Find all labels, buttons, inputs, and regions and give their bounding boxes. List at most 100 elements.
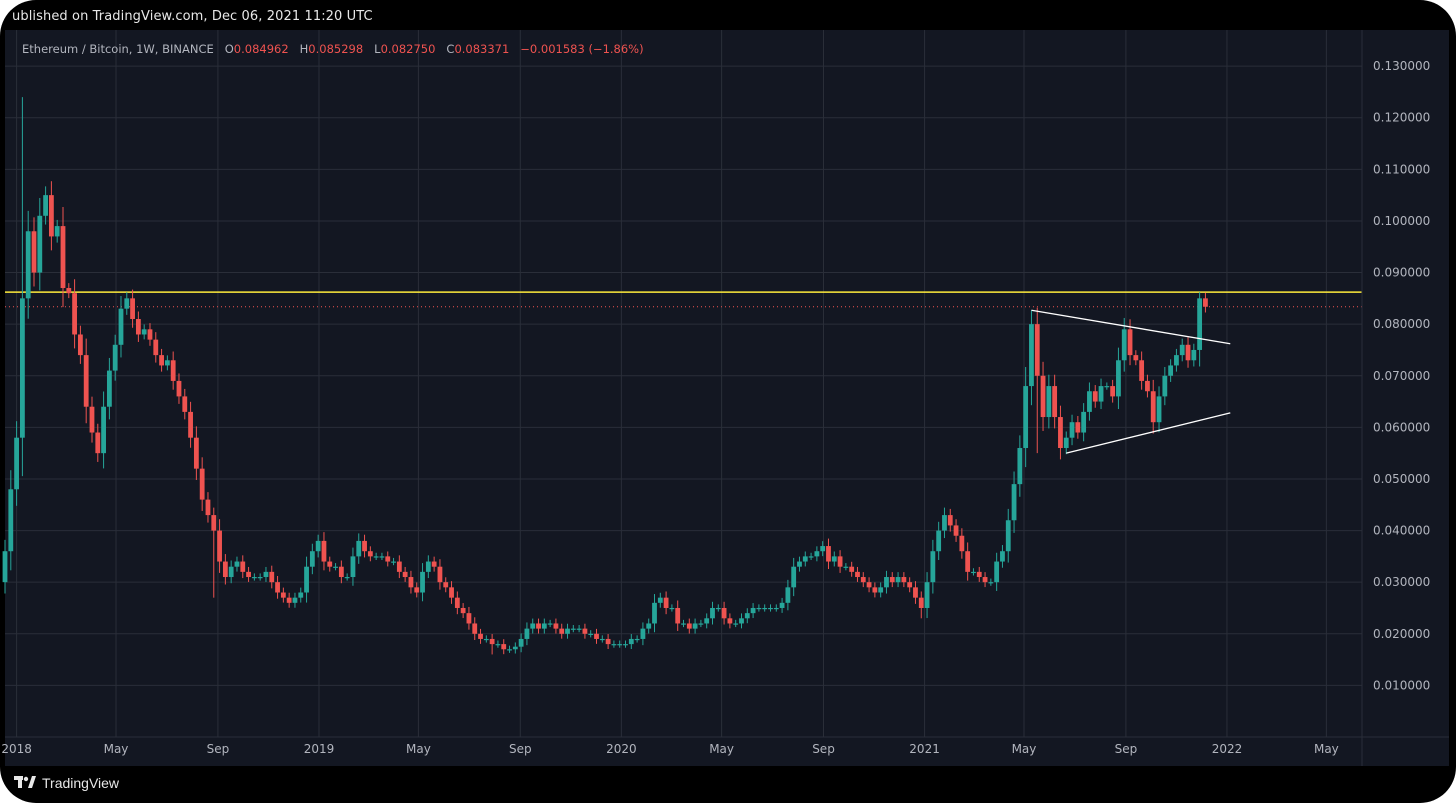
candle[interactable]: [698, 623, 704, 625]
candle[interactable]: [147, 329, 153, 340]
candle[interactable]: [715, 607, 721, 610]
candle[interactable]: [686, 623, 692, 629]
candle[interactable]: [286, 597, 292, 603]
candle[interactable]: [843, 566, 849, 568]
candle[interactable]: [1023, 386, 1029, 449]
candle[interactable]: [895, 577, 901, 583]
candle[interactable]: [727, 618, 733, 624]
candle[interactable]: [1121, 329, 1127, 361]
candle[interactable]: [211, 515, 217, 531]
candle[interactable]: [872, 587, 878, 593]
candle[interactable]: [275, 582, 280, 593]
candle[interactable]: [48, 195, 54, 237]
candle[interactable]: [298, 592, 304, 598]
candle[interactable]: [188, 411, 193, 438]
lower-trendline[interactable]: [1066, 412, 1231, 454]
candle[interactable]: [130, 298, 135, 319]
candle[interactable]: [124, 298, 130, 309]
candle[interactable]: [570, 628, 576, 630]
candle[interactable]: [541, 623, 547, 629]
candle[interactable]: [657, 597, 663, 603]
candle[interactable]: [1000, 551, 1005, 562]
candle[interactable]: [315, 540, 321, 552]
candle[interactable]: [733, 623, 739, 625]
candle[interactable]: [379, 556, 385, 558]
candle[interactable]: [234, 561, 240, 567]
tradingview-brand[interactable]: TradingView: [14, 775, 119, 791]
candle[interactable]: [454, 597, 460, 608]
candle[interactable]: [576, 628, 582, 630]
candle[interactable]: [89, 406, 95, 433]
candle[interactable]: [1197, 298, 1203, 350]
candle[interactable]: [1005, 520, 1011, 552]
candle[interactable]: [101, 406, 106, 454]
candle[interactable]: [321, 540, 327, 562]
candle[interactable]: [605, 638, 611, 645]
candle[interactable]: [646, 623, 652, 629]
candle[interactable]: [959, 535, 965, 552]
candle[interactable]: [408, 577, 414, 588]
candle[interactable]: [356, 540, 362, 557]
candle[interactable]: [193, 437, 199, 469]
candle[interactable]: [1052, 386, 1058, 418]
candle[interactable]: [309, 551, 315, 567]
candle[interactable]: [930, 551, 936, 583]
candle[interactable]: [43, 195, 48, 216]
candle[interactable]: [280, 592, 286, 598]
candle[interactable]: [77, 334, 83, 356]
candle[interactable]: [512, 646, 518, 650]
candle[interactable]: [710, 607, 715, 619]
candle[interactable]: [1162, 375, 1168, 397]
candle[interactable]: [1156, 396, 1162, 423]
candle[interactable]: [1058, 417, 1063, 449]
candle[interactable]: [884, 577, 889, 588]
candle[interactable]: [814, 551, 820, 557]
candle[interactable]: [547, 623, 553, 625]
candle[interactable]: [1104, 386, 1110, 388]
candle[interactable]: [507, 649, 512, 651]
candle[interactable]: [141, 329, 147, 335]
candle[interactable]: [182, 396, 188, 412]
candle[interactable]: [936, 530, 942, 552]
candle[interactable]: [681, 623, 686, 625]
candle[interactable]: [768, 607, 773, 610]
candle[interactable]: [472, 623, 478, 634]
candle[interactable]: [391, 561, 396, 563]
candle[interactable]: [913, 587, 918, 598]
candle[interactable]: [344, 577, 350, 579]
candle[interactable]: [1179, 344, 1185, 356]
candle[interactable]: [530, 623, 536, 629]
candle[interactable]: [263, 571, 269, 578]
candle[interactable]: [1075, 422, 1081, 433]
upper-trendline[interactable]: [1031, 309, 1231, 345]
candle[interactable]: [362, 540, 367, 552]
candle[interactable]: [565, 628, 570, 634]
candle[interactable]: [1185, 344, 1191, 361]
candle[interactable]: [1139, 360, 1145, 381]
candle[interactable]: [350, 556, 356, 578]
candle[interactable]: [918, 597, 924, 608]
candle[interactable]: [385, 556, 391, 562]
candle[interactable]: [692, 623, 698, 629]
candle[interactable]: [971, 571, 976, 574]
candle[interactable]: [588, 633, 594, 635]
candle[interactable]: [704, 618, 710, 624]
candle[interactable]: [866, 582, 872, 588]
candle[interactable]: [1127, 329, 1133, 356]
candle[interactable]: [466, 613, 472, 624]
candle[interactable]: [802, 556, 808, 562]
candle[interactable]: [982, 577, 988, 583]
candle[interactable]: [31, 231, 37, 273]
candle[interactable]: [889, 577, 895, 583]
candle[interactable]: [431, 561, 437, 567]
candle[interactable]: [1150, 391, 1156, 423]
candle[interactable]: [675, 607, 681, 624]
candle[interactable]: [420, 571, 425, 593]
candle[interactable]: [402, 571, 408, 578]
candle[interactable]: [443, 582, 449, 588]
candle[interactable]: [762, 607, 768, 610]
candle[interactable]: [396, 561, 402, 572]
candle[interactable]: [437, 566, 443, 583]
candle[interactable]: [1034, 324, 1040, 376]
candle[interactable]: [953, 525, 959, 536]
